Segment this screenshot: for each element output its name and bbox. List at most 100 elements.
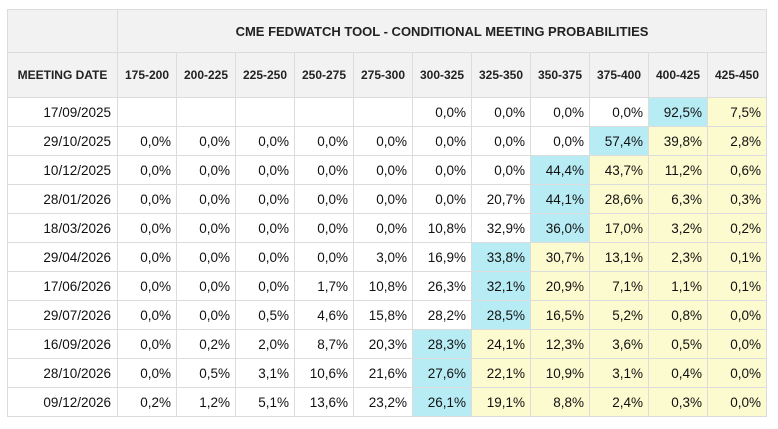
probability-cell: 0,0% xyxy=(176,155,236,185)
probability-cell: 0,0% xyxy=(412,97,472,127)
probability-cell: 20,9% xyxy=(530,271,590,301)
table-row: 17/09/2025 0,0% 0,0% 0,0% 0,0% 92,5% 7,5% xyxy=(7,97,767,127)
probability-cell: 28,2% xyxy=(412,300,472,330)
probability-cell: 0,0% xyxy=(235,242,295,272)
probability-cell: 0,0% xyxy=(353,213,413,243)
probability-cell: 0,0% xyxy=(176,271,236,301)
probability-cell: 2,8% xyxy=(707,126,767,156)
probability-cell: 39,8% xyxy=(648,126,708,156)
probability-cell: 0,0% xyxy=(117,329,177,359)
probability-cell: 28,5% xyxy=(471,300,531,330)
probability-cell: 0,0% xyxy=(353,155,413,185)
probability-cell: 20,7% xyxy=(471,184,531,214)
probability-cell: 1,2% xyxy=(176,387,236,417)
meeting-date-cell: 29/10/2025 xyxy=(7,126,118,156)
probability-cell: 0,5% xyxy=(235,300,295,330)
table-row: 29/07/2026 0,0% 0,0% 0,5% 4,6% 15,8% 28,2% 28,5… xyxy=(7,300,767,330)
probability-cell: 0,0% xyxy=(530,126,590,156)
probability-cell: 16,9% xyxy=(412,242,472,272)
meeting-date-cell: 28/01/2026 xyxy=(7,184,118,214)
probability-cell: 0,0% xyxy=(707,387,767,417)
meeting-date-cell: 17/09/2025 xyxy=(7,97,118,127)
table-row: 16/09/2026 0,0% 0,2% 2,0% 8,7% 20,3% 28,3% 24,1… xyxy=(7,329,767,359)
rate-range-header: 225-250 xyxy=(235,52,295,98)
probability-cell: 0,8% xyxy=(648,300,708,330)
probability-cell: 0,0% xyxy=(294,213,354,243)
table-row: 28/10/2026 0,0% 0,5% 3,1% 10,6% 21,6% 27,6% 22,… xyxy=(7,358,767,388)
rate-range-header: 375-400 xyxy=(589,52,649,98)
probability-cell: 0,0% xyxy=(235,271,295,301)
probability-cell: 0,3% xyxy=(707,184,767,214)
probability-cell: 0,0% xyxy=(117,358,177,388)
probability-cell: 0,0% xyxy=(117,126,177,156)
rate-range-header: 400-425 xyxy=(648,52,708,98)
probability-cell: 10,8% xyxy=(412,213,472,243)
probability-cell: 23,2% xyxy=(353,387,413,417)
meeting-date-cell: 28/10/2026 xyxy=(7,358,118,388)
probability-cell: 57,4% xyxy=(589,126,649,156)
probability-cell: 15,8% xyxy=(353,300,413,330)
probability-cell: 20,3% xyxy=(353,329,413,359)
probability-cell: 8,7% xyxy=(294,329,354,359)
probability-cell: 44,1% xyxy=(530,184,590,214)
probability-cell: 27,6% xyxy=(412,358,472,388)
probability-cell: 0,0% xyxy=(117,300,177,330)
probability-cell: 0,0% xyxy=(707,329,767,359)
probability-cell: 33,8% xyxy=(471,242,531,272)
probability-cell: 0,0% xyxy=(707,300,767,330)
probability-cell: 7,5% xyxy=(707,97,767,127)
table-row: 18/03/2026 0,0% 0,0% 0,0% 0,0% 0,0% 10,8% 32,9%… xyxy=(7,213,767,243)
rate-range-header: 175-200 xyxy=(117,52,177,98)
probability-cell: 0,0% xyxy=(530,97,590,127)
probability-cell: 0,0% xyxy=(589,97,649,127)
table-row: 09/12/2026 0,2% 1,2% 5,1% 13,6% 23,2% 26,1% 19,… xyxy=(7,387,767,417)
probability-cell: 0,0% xyxy=(471,155,531,185)
probability-cell: 0,3% xyxy=(648,387,708,417)
probability-cell: 32,9% xyxy=(471,213,531,243)
table-title: CME FEDWATCH TOOL - CONDITIONAL MEETING … xyxy=(117,9,767,53)
probability-cell: 0,2% xyxy=(707,213,767,243)
probability-cell: 26,3% xyxy=(412,271,472,301)
probability-cell: 0,0% xyxy=(471,126,531,156)
probability-cell: 2,3% xyxy=(648,242,708,272)
probability-cell: 13,6% xyxy=(294,387,354,417)
probability-cell: 10,6% xyxy=(294,358,354,388)
rate-range-header: 275-300 xyxy=(353,52,413,98)
rate-range-header: 300-325 xyxy=(412,52,472,98)
probability-cell: 5,2% xyxy=(589,300,649,330)
probability-cell: 2,0% xyxy=(235,329,295,359)
meeting-date-cell: 29/07/2026 xyxy=(7,300,118,330)
meeting-date-cell: 10/12/2025 xyxy=(7,155,118,185)
probability-cell: 0,0% xyxy=(707,358,767,388)
probability-cell xyxy=(176,97,236,127)
probability-cell: 0,0% xyxy=(176,242,236,272)
rate-range-header: 325-350 xyxy=(471,52,531,98)
probability-cell xyxy=(353,97,413,127)
probability-cell: 0,0% xyxy=(294,126,354,156)
meeting-date-cell: 29/04/2026 xyxy=(7,242,118,272)
meeting-date-cell: 09/12/2026 xyxy=(7,387,118,417)
probability-cell: 0,0% xyxy=(176,126,236,156)
table-row: 29/10/2025 0,0% 0,0% 0,0% 0,0% 0,0% 0,0% 0,0% 0,… xyxy=(7,126,767,156)
probability-cell: 0,0% xyxy=(235,213,295,243)
rate-range-header: 250-275 xyxy=(294,52,354,98)
probability-cell: 0,0% xyxy=(294,155,354,185)
probability-cell: 0,0% xyxy=(235,126,295,156)
probability-cell: 3,1% xyxy=(235,358,295,388)
probability-cell: 2,4% xyxy=(589,387,649,417)
probability-cell: 19,1% xyxy=(471,387,531,417)
table-row: 17/06/2026 0,0% 0,0% 0,0% 1,7% 10,8% 26,3% 32,1… xyxy=(7,271,767,301)
probability-cell: 0,0% xyxy=(294,184,354,214)
probability-cell: 44,4% xyxy=(530,155,590,185)
probability-cell: 3,6% xyxy=(589,329,649,359)
probability-cell: 16,5% xyxy=(530,300,590,330)
probability-cell: 0,0% xyxy=(117,184,177,214)
probability-cell xyxy=(294,97,354,127)
header-corner xyxy=(7,9,118,53)
probability-cell: 36,0% xyxy=(530,213,590,243)
rate-range-header: 200-225 xyxy=(176,52,236,98)
probability-cell: 7,1% xyxy=(589,271,649,301)
probability-cell: 8,8% xyxy=(530,387,590,417)
probability-cell: 0,0% xyxy=(117,213,177,243)
probability-cell: 0,4% xyxy=(648,358,708,388)
